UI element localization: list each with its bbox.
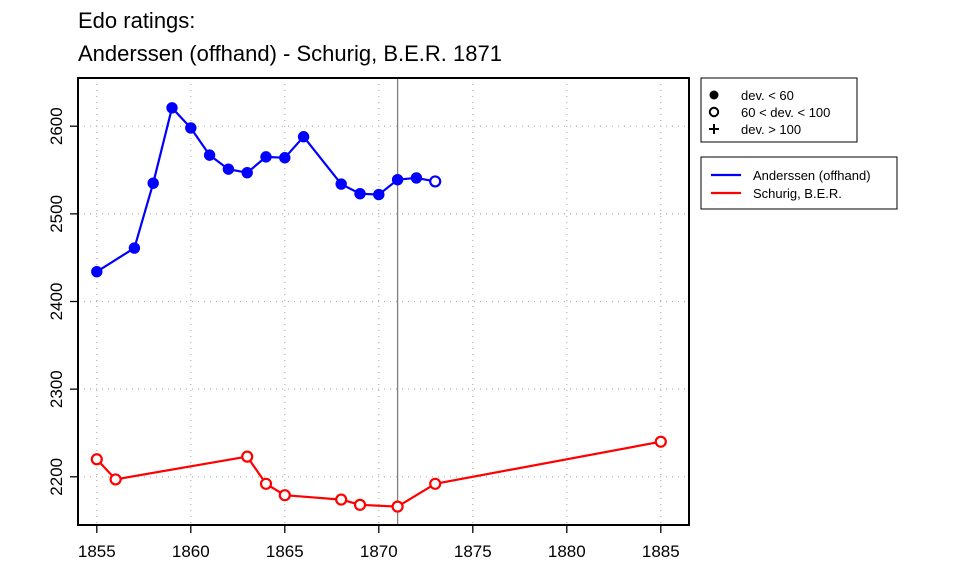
x-tick-label: 1865 [266, 542, 304, 561]
data-point [279, 152, 291, 164]
data-point [185, 122, 197, 134]
y-tick-label: 2400 [47, 283, 66, 321]
data-point [259, 477, 273, 490]
data-point [278, 489, 291, 502]
data-point [203, 149, 216, 161]
data-point [391, 173, 404, 186]
data-point [241, 166, 253, 179]
chart-title-line-2: Anderssen (offhand) - Schurig, B.E.R. 18… [78, 41, 502, 66]
data-point [260, 151, 272, 163]
data-point [222, 163, 235, 175]
data-point [353, 498, 367, 511]
y-tick-label: 2200 [47, 458, 66, 496]
data-point [335, 178, 347, 190]
x-tick-label: 1860 [172, 542, 210, 561]
data-point [91, 266, 103, 278]
x-tick-label: 1875 [454, 542, 492, 561]
data-point [90, 453, 103, 466]
y-tick-label: 2300 [47, 370, 66, 408]
deviation-legend-label: dev. > 100 [741, 122, 801, 137]
data-point [654, 435, 667, 448]
deviation-legend-label: dev. < 60 [741, 88, 794, 103]
x-tick-label: 1885 [642, 542, 680, 561]
data-point [109, 473, 122, 486]
data-point [241, 450, 254, 463]
y-tick-label: 2500 [47, 195, 66, 233]
series-line [96, 106, 436, 273]
plot-area: 1855 1860 1865 1870 1875 1880 1885 2200 2300 2400… [47, 77, 690, 561]
series-legend-label: Anderssen (offhand) [753, 168, 871, 183]
data-point [147, 177, 159, 189]
data-point [373, 188, 385, 201]
legends: dev. < 60 60 < dev. < 100 dev. > 100 Anders… [700, 77, 898, 210]
y-tick-label: 2600 [47, 107, 66, 145]
data-point [391, 500, 404, 513]
chart-title-line-1: Edo ratings: [78, 8, 195, 33]
x-tick-label: 1855 [78, 542, 116, 561]
data-point [429, 175, 442, 188]
data-point [297, 131, 310, 143]
data-point [410, 172, 423, 184]
legend-marker-filled [709, 90, 719, 100]
series-legend-box [700, 156, 898, 210]
deviation-legend-label: 60 < dev. < 100 [741, 105, 830, 120]
legend-marker-open [708, 106, 720, 118]
data-point [429, 477, 442, 490]
series-legend-label: Schurig, B.E.R. [753, 186, 842, 201]
data-point [128, 242, 141, 254]
series-line [95, 440, 662, 508]
deviation-legend-box [700, 77, 858, 143]
plot-frame [77, 77, 690, 526]
x-tick-label: 1870 [360, 542, 398, 561]
data-point [166, 102, 178, 114]
data-point [354, 187, 366, 200]
x-tick-label: 1880 [548, 542, 586, 561]
data-point [335, 493, 348, 506]
legend-marker-plus [709, 124, 719, 134]
